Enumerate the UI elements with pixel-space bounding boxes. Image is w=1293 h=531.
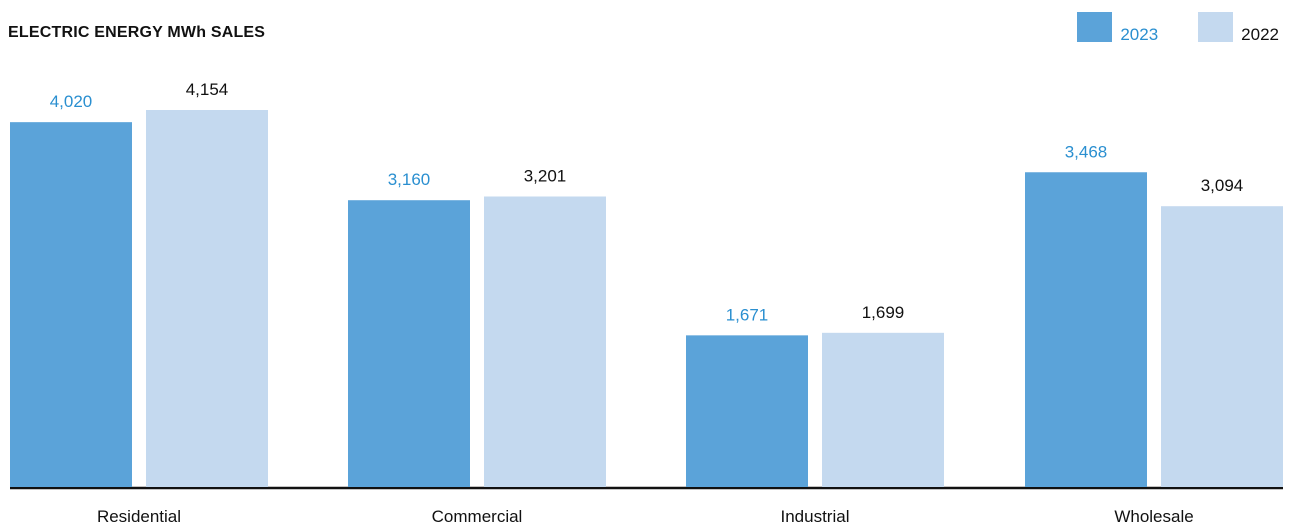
legend-swatch-2022: [1198, 12, 1234, 42]
bar-wholesale-2022: [1161, 206, 1283, 488]
legend-item-2022: 2022: [1198, 12, 1279, 45]
bar-residential-2023: [10, 122, 132, 488]
bar-industrial-2023: [686, 335, 808, 487]
legend-item-2023: 2023: [1077, 12, 1158, 45]
value-label-industrial-2023: 1,671: [726, 305, 769, 324]
value-label-wholesale-2023: 3,468: [1065, 142, 1108, 161]
category-label-residential: Residential: [97, 507, 181, 526]
legend: 2023 2022: [1037, 12, 1279, 45]
legend-swatch-2023: [1077, 12, 1113, 42]
category-label-commercial: Commercial: [432, 507, 523, 526]
chart-title: ELECTRIC ENERGY MWh SALES: [8, 24, 266, 41]
category-label-industrial: Industrial: [781, 507, 850, 526]
value-label-residential-2022: 4,154: [186, 80, 229, 99]
legend-label-2022: 2022: [1241, 25, 1279, 44]
category-label-wholesale: Wholesale: [1114, 507, 1193, 526]
value-label-commercial-2022: 3,201: [524, 166, 567, 185]
value-label-industrial-2022: 1,699: [862, 303, 905, 322]
legend-label-2023: 2023: [1120, 25, 1159, 44]
value-label-wholesale-2022: 3,094: [1201, 176, 1244, 195]
value-label-residential-2023: 4,020: [50, 92, 93, 111]
bar-industrial-2022: [822, 332, 944, 487]
bar-commercial-2022: [484, 196, 606, 488]
bar-commercial-2023: [348, 200, 470, 487]
bar-residential-2022: [146, 110, 268, 487]
bar-wholesale-2023: [1025, 172, 1147, 487]
value-label-commercial-2023: 3,160: [388, 170, 431, 189]
